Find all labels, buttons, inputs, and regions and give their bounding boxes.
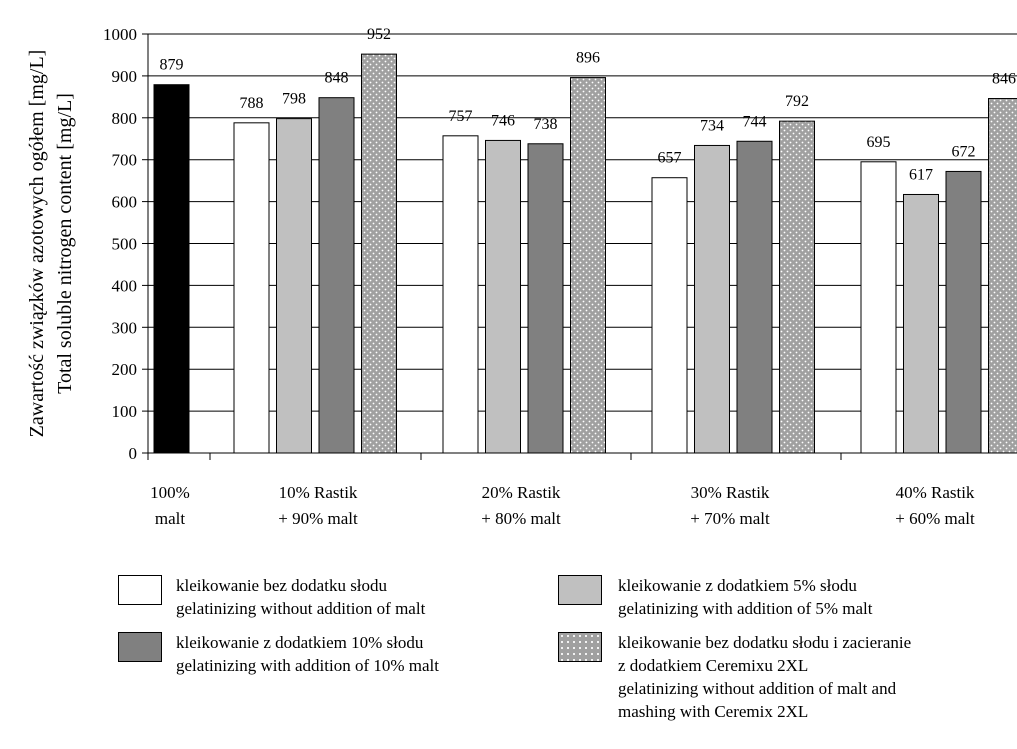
bar-white (651, 177, 688, 454)
bar-light (276, 118, 312, 454)
bar-dotted (570, 77, 606, 454)
bar-dark (736, 140, 773, 454)
legend-label: kleikowanie z dodatkiem 5% słodu (618, 576, 857, 595)
y-tick-label: 500 (112, 235, 138, 254)
y-tick-label: 200 (112, 360, 138, 379)
x-tick-label: 20% Rastik (482, 483, 561, 502)
x-tick-label: malt (155, 509, 185, 528)
bar-dotted (361, 53, 397, 454)
value-label: 744 (743, 113, 767, 130)
bar-white (442, 135, 479, 454)
legend-label: z dodatkiem Ceremixu 2XL (618, 656, 809, 675)
x-tick-label: 100% (150, 483, 190, 502)
x-tick-label: + 80% malt (481, 509, 561, 528)
value-label: 952 (367, 26, 391, 43)
bars (153, 53, 1017, 454)
legend-swatch-dotted (558, 632, 602, 662)
bar-dark (527, 143, 564, 454)
y-tick-labels: 0 100 200 300 400 500 600 700 800 900 1000 (103, 25, 137, 463)
bar-dotted (779, 120, 815, 454)
value-label: 657 (658, 150, 682, 167)
value-label: 792 (785, 93, 809, 110)
y-tick-label: 0 (129, 444, 138, 463)
value-label: 896 (576, 50, 600, 67)
bar-dark (945, 170, 982, 454)
bar-white (860, 161, 897, 454)
value-label: 879 (160, 57, 184, 74)
legend-swatch-dark (118, 632, 162, 662)
legend-label: gelatinizing without addition of malt an… (618, 679, 897, 698)
value-label: 846 (992, 71, 1016, 88)
legend-label: mashing with Ceremix 2XL (618, 702, 809, 721)
bar-light (903, 193, 939, 454)
y-tick-label: 400 (112, 276, 138, 295)
x-tick-label: 30% Rastik (691, 483, 770, 502)
x-tick-label: + 60% malt (895, 509, 975, 528)
y-axis-label: Zawartość związków azotowych ogółem [mg/… (26, 50, 76, 438)
bar-light (485, 139, 521, 454)
x-tick-label: + 90% malt (278, 509, 358, 528)
value-label: 746 (491, 112, 515, 129)
value-labels: 879 788 757 657 695 798 746 734 617 848 738 744 672 9… (160, 26, 1017, 183)
value-label: 788 (240, 95, 264, 112)
y-tick-label: 800 (112, 109, 138, 128)
legend-label: gelatinizing with addition of 5% malt (618, 599, 873, 618)
y-axis-label-line: Total soluble nitrogen content [mg/L] (54, 93, 76, 394)
bar-light (694, 144, 730, 454)
legend-label: kleikowanie z dodatkiem 10% słodu (176, 633, 424, 652)
x-tick-label: + 70% malt (690, 509, 770, 528)
legend-label: gelatinizing with addition of 10% malt (176, 656, 439, 675)
value-label: 617 (909, 166, 933, 183)
y-tick-label: 900 (112, 67, 138, 86)
axes (142, 33, 1017, 460)
value-label: 738 (534, 116, 558, 133)
x-tick-label: 10% Rastik (279, 483, 358, 502)
legend-swatch-white (118, 575, 162, 605)
value-label: 848 (325, 70, 349, 87)
bar-dotted (988, 98, 1017, 454)
legend-label: gelatinizing without addition of malt (176, 599, 426, 618)
bar-control (153, 84, 190, 454)
y-tick-label: 300 (112, 318, 138, 337)
y-tick-label: 100 (112, 402, 138, 421)
value-label: 734 (700, 117, 724, 134)
x-tick-labels: 100% malt 10% Rastik + 90% malt 20% Rastik + … (150, 483, 975, 528)
legend-label: kleikowanie bez dodatku słodu i zacieran… (618, 633, 912, 652)
value-label: 695 (867, 134, 891, 151)
value-label: 757 (449, 108, 473, 125)
bar-white (233, 122, 270, 454)
value-label: 798 (282, 91, 306, 108)
x-tick-label: 40% Rastik (896, 483, 975, 502)
y-tick-label: 600 (112, 193, 138, 212)
y-tick-label: 1000 (103, 25, 137, 44)
value-label: 672 (952, 143, 976, 160)
bar-dark (318, 97, 355, 454)
y-axis-label-line: Zawartość związków azotowych ogółem [mg/… (26, 50, 48, 438)
y-tick-label: 700 (112, 151, 138, 170)
legend-label: kleikowanie bez dodatku słodu (176, 576, 388, 595)
legend-swatch-light (558, 575, 602, 605)
bar-chart: 879 788 757 657 695 798 746 734 617 848 738 744 672 9… (26, 25, 1017, 528)
